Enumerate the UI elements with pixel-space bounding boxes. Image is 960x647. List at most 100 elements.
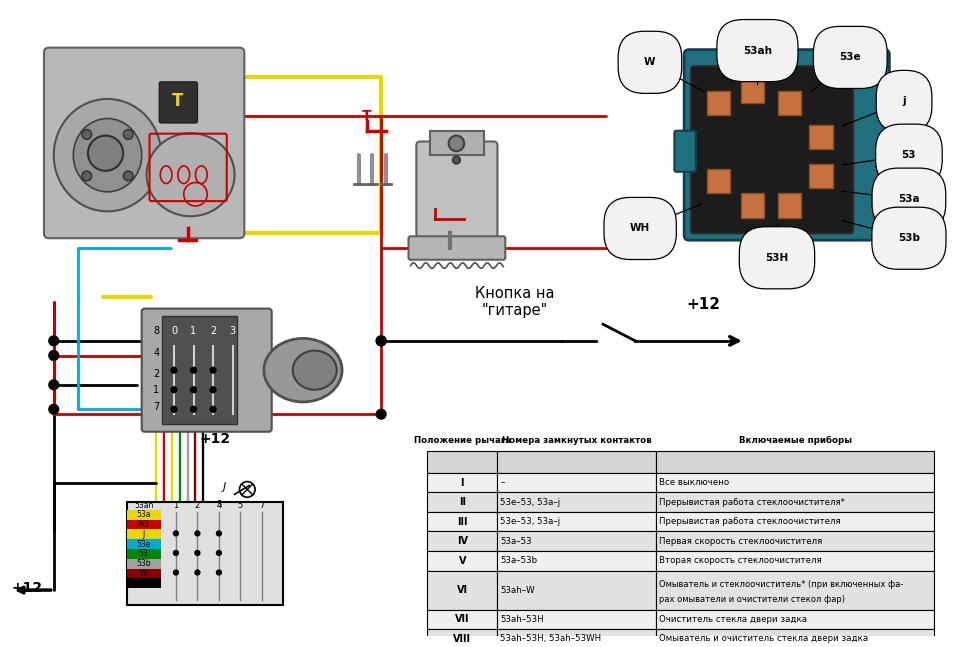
Text: 0: 0: [171, 326, 177, 336]
Bar: [162, 316, 237, 424]
Text: –: –: [500, 478, 505, 487]
Text: Положение рычага: Положение рычага: [414, 436, 511, 445]
FancyBboxPatch shape: [44, 48, 245, 238]
Bar: [427, 571, 497, 609]
Text: 53а–53: 53а–53: [500, 537, 532, 545]
Text: 53аh–53H, 53аh–53WH: 53аh–53H, 53аh–53WH: [500, 635, 602, 644]
Text: 7: 7: [154, 402, 159, 412]
Circle shape: [49, 336, 59, 345]
Circle shape: [171, 387, 177, 393]
Bar: [497, 531, 656, 551]
Bar: [656, 473, 934, 492]
Text: 53е–53, 53а–j: 53е–53, 53а–j: [500, 498, 561, 507]
Bar: [497, 473, 656, 492]
Circle shape: [376, 410, 386, 419]
Text: 7: 7: [259, 501, 265, 510]
Circle shape: [217, 570, 222, 575]
Bar: [427, 609, 497, 629]
Text: 4: 4: [154, 347, 159, 358]
Circle shape: [82, 129, 91, 139]
Text: 1: 1: [174, 501, 179, 510]
Text: Омыватель и стеклоочиститель* (при включенных фа-: Омыватель и стеклоочиститель* (при включ…: [659, 580, 903, 589]
Bar: [741, 79, 764, 104]
Bar: [427, 531, 497, 551]
Circle shape: [171, 367, 177, 373]
Text: 3: 3: [216, 499, 222, 509]
Bar: [427, 629, 497, 647]
Text: Номера замкнутых контактов: Номера замкнутых контактов: [502, 436, 652, 445]
Bar: [430, 131, 484, 155]
Text: 53: 53: [901, 150, 916, 160]
Text: VI: VI: [457, 585, 468, 595]
Ellipse shape: [264, 338, 342, 402]
Text: 1: 1: [190, 326, 197, 336]
Text: 5: 5: [238, 501, 243, 510]
Ellipse shape: [293, 351, 337, 389]
Circle shape: [174, 570, 179, 575]
Circle shape: [49, 404, 59, 414]
Circle shape: [49, 351, 59, 360]
Text: ЖЗ: ЖЗ: [137, 520, 150, 529]
Bar: [427, 473, 497, 492]
Bar: [127, 529, 161, 539]
Text: Прерывистая работа стеклоочистителя: Прерывистая работа стеклоочистителя: [659, 517, 840, 526]
Bar: [127, 549, 161, 559]
Bar: [809, 164, 832, 188]
Text: VII: VII: [455, 615, 469, 624]
Text: 53b: 53b: [136, 559, 151, 568]
Circle shape: [376, 336, 386, 345]
Bar: [127, 569, 161, 578]
Ellipse shape: [73, 118, 142, 192]
Bar: [127, 578, 161, 588]
Text: I: I: [461, 477, 464, 488]
Circle shape: [195, 531, 200, 536]
Circle shape: [171, 406, 177, 412]
FancyBboxPatch shape: [691, 66, 853, 234]
Text: 53a: 53a: [136, 510, 151, 520]
Text: 2: 2: [210, 326, 216, 336]
Text: WH: WH: [630, 223, 650, 234]
Text: 53аh–53H: 53аh–53H: [500, 615, 544, 624]
Text: +12: +12: [12, 581, 43, 595]
Text: Очиститель стекла двери задка: Очиститель стекла двери задка: [659, 615, 806, 624]
Text: Прерывистая работа стеклоочистителя*: Прерывистая работа стеклоочистителя*: [659, 498, 845, 507]
Text: 53аh–W: 53аh–W: [500, 586, 535, 595]
Text: 53е: 53е: [136, 540, 151, 549]
Circle shape: [210, 406, 216, 412]
Text: 1: 1: [154, 385, 159, 395]
Bar: [427, 492, 497, 512]
Text: 53ah: 53ah: [743, 45, 772, 56]
Text: 53b: 53b: [898, 233, 920, 243]
FancyBboxPatch shape: [142, 309, 272, 432]
Circle shape: [210, 387, 216, 393]
Bar: [427, 512, 497, 531]
Bar: [778, 193, 802, 217]
Circle shape: [210, 367, 216, 373]
FancyBboxPatch shape: [417, 142, 497, 237]
Text: J: J: [142, 530, 145, 539]
Text: 53е–53, 53а–j: 53е–53, 53а–j: [500, 517, 561, 526]
Text: 53e: 53e: [839, 52, 861, 62]
Text: 53H: 53H: [765, 253, 788, 263]
Bar: [427, 551, 497, 571]
Bar: [656, 452, 934, 473]
Text: W: W: [644, 58, 656, 67]
FancyBboxPatch shape: [684, 50, 889, 240]
Bar: [656, 531, 934, 551]
FancyBboxPatch shape: [409, 236, 505, 259]
Text: II: II: [459, 497, 466, 507]
Circle shape: [195, 570, 200, 575]
Bar: [497, 452, 656, 473]
Text: J: J: [223, 483, 227, 492]
Ellipse shape: [54, 99, 161, 212]
Text: Все выключено: Все выключено: [659, 478, 729, 487]
Bar: [497, 609, 656, 629]
Circle shape: [82, 171, 91, 181]
Text: Омыватель и очиститель стекла двери задка: Омыватель и очиститель стекла двери задк…: [659, 635, 868, 644]
Bar: [707, 91, 730, 115]
Ellipse shape: [147, 133, 234, 216]
Text: 53ah: 53ah: [134, 501, 154, 510]
Bar: [656, 609, 934, 629]
Bar: [656, 551, 934, 571]
Bar: [656, 512, 934, 531]
